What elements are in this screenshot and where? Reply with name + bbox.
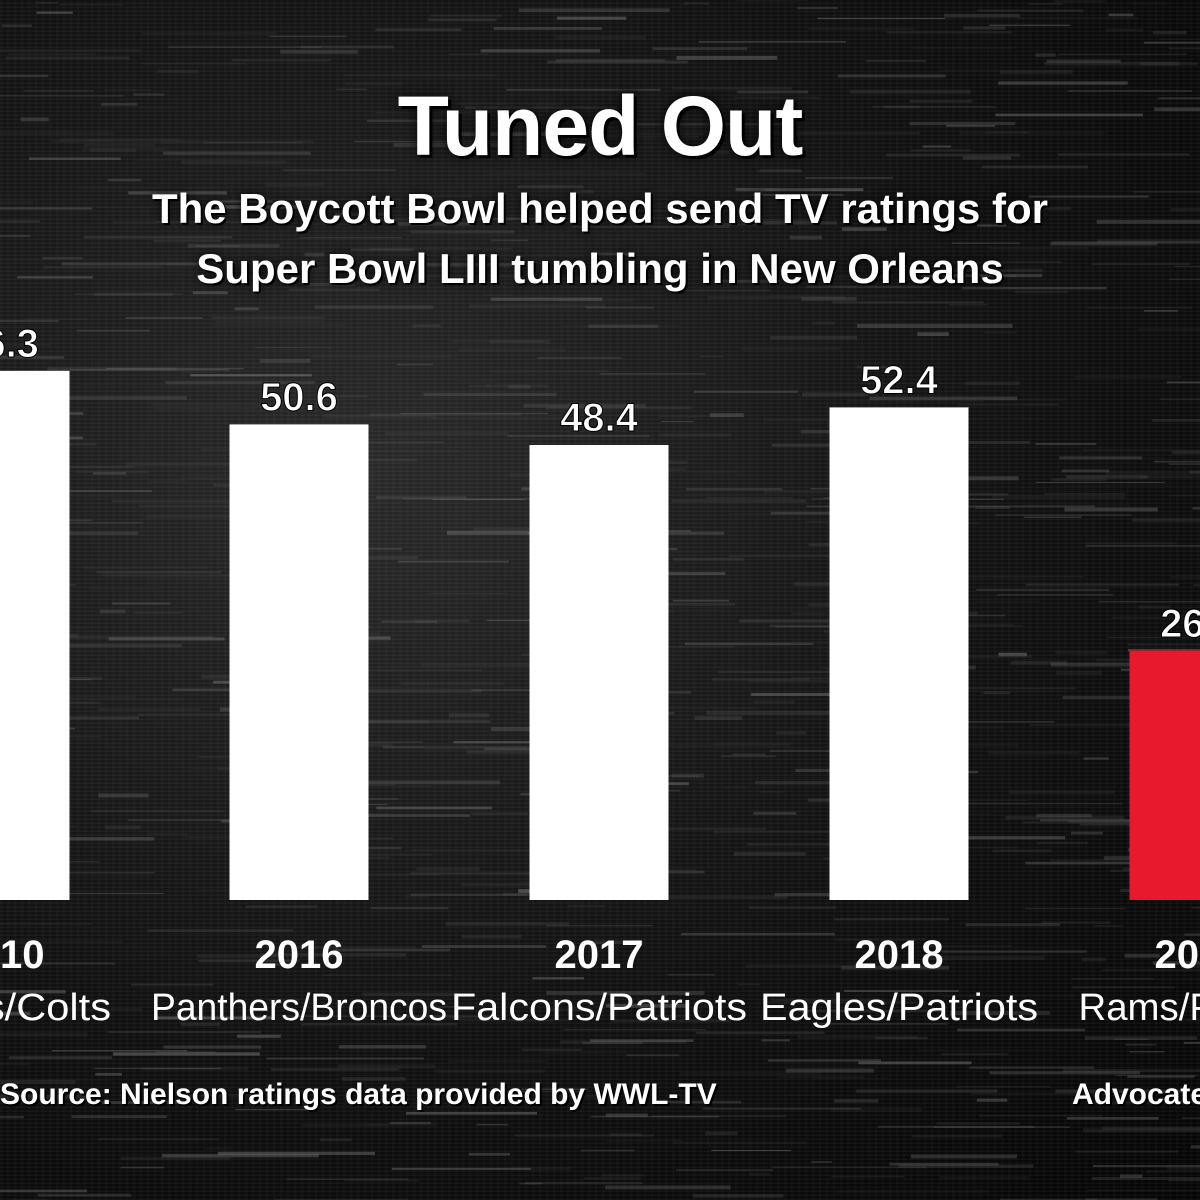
year-label-2017: 2017 [555, 933, 644, 977]
year-label-2016: 2016 [255, 933, 344, 977]
chart-title: Tuned Out [397, 79, 804, 173]
value-label-2017: 48.4 [560, 396, 639, 440]
year-label-2019: 2019 [1155, 933, 1200, 977]
year-label-2010: 2010 [0, 933, 44, 977]
matchup-label-2010: Saints/Colts [0, 987, 111, 1029]
chart-subtitle-line-1: The Boycott Bowl helped send TV ratings … [151, 185, 1049, 232]
value-label-2016: 50.6 [260, 375, 338, 419]
matchup-label-2019: Rams/Patriots [1079, 987, 1200, 1029]
bar-2019 [1129, 650, 1200, 900]
bar-2016 [229, 424, 369, 900]
chart-subtitle-line-2: Super Bowl LIII tumbling in New Orleans [196, 245, 1004, 292]
matchup-label-2017: Falcons/Patriots [451, 987, 747, 1029]
bar-2017 [529, 445, 669, 900]
matchup-label-2018: Eagles/Patriots [760, 987, 1038, 1029]
value-label-2010: 56.3 [0, 322, 39, 366]
value-label-2018: 52.4 [860, 358, 939, 402]
value-label-2019: 26.5 [1160, 602, 1200, 646]
matchup-label-2016: Panthers/Broncos [151, 987, 447, 1029]
bar-2010 [0, 370, 70, 900]
bar-2018 [829, 407, 969, 900]
source-note: Source: Nielson ratings data provided by… [0, 1078, 717, 1111]
graphic-credit: Advocate graphic [1072, 1078, 1200, 1111]
year-label-2018: 2018 [855, 933, 944, 977]
